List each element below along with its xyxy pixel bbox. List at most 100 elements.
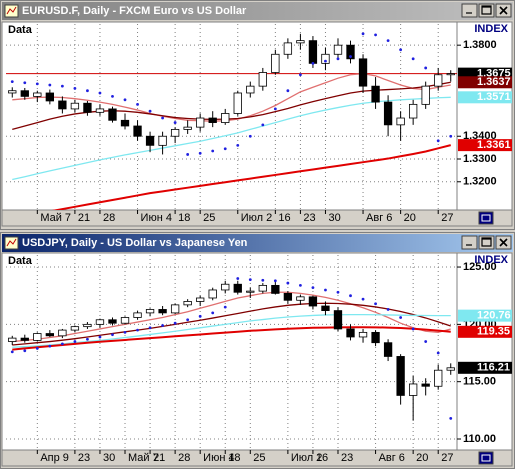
window-button[interactable] <box>461 235 478 250</box>
candle-body <box>434 74 443 87</box>
price-marker-label: 1.3361 <box>477 139 511 151</box>
candle-body <box>446 73 455 76</box>
sar-dot <box>349 55 352 58</box>
window-title: EURUSD.F, Daily - FXCM Euro vs US Dollar <box>22 5 247 17</box>
sar-dot <box>361 32 365 36</box>
window-button[interactable] <box>461 3 478 18</box>
candle-body <box>258 284 267 292</box>
sar-dot <box>336 290 340 294</box>
moving-average <box>12 313 451 348</box>
y-tick-label: 1.3300 <box>463 153 497 165</box>
data-label: Data <box>8 255 33 267</box>
candle-body <box>221 113 230 123</box>
candle-body <box>233 92 242 114</box>
x-tick-label: 16 <box>278 212 290 224</box>
candle-body <box>45 92 55 102</box>
sar-dot <box>10 80 14 83</box>
candle-body <box>271 53 280 73</box>
moving-average <box>12 72 451 122</box>
price-marker-label: 1.3571 <box>477 91 511 103</box>
sar-dot <box>449 416 453 420</box>
candle-body <box>95 108 105 113</box>
candle-body <box>33 333 42 341</box>
sar-dot <box>123 330 127 334</box>
button-glyph <box>481 5 492 15</box>
candle-body <box>183 126 192 130</box>
candle-body <box>133 312 142 318</box>
sar-dot <box>236 143 240 147</box>
y-tick-label: 1.3800 <box>463 39 497 51</box>
sar-dot <box>111 333 114 337</box>
sar-dot <box>161 324 164 327</box>
sar-dot <box>136 102 139 106</box>
sar-dot <box>311 286 315 290</box>
window-button[interactable] <box>495 3 512 18</box>
x-tick-label: 23 <box>341 452 353 464</box>
sar-dot <box>236 277 240 280</box>
sar-dot <box>286 281 290 285</box>
sar-dot <box>261 278 265 282</box>
candle-body <box>20 337 29 341</box>
candle-body <box>183 301 192 306</box>
y-tick-label: 125.00 <box>463 261 497 273</box>
candle-body <box>208 289 217 299</box>
x-tick-label: 25 <box>203 212 215 224</box>
sar-dot <box>148 109 152 113</box>
window-button[interactable] <box>495 235 512 250</box>
x-tick-label: Июл 2 <box>241 212 273 224</box>
sar-dot <box>35 82 39 86</box>
candle-body <box>133 125 142 137</box>
candle-body <box>196 117 205 128</box>
x-tick-label: 23 <box>78 452 90 464</box>
axis-label: INDEX <box>474 23 508 35</box>
window-button[interactable] <box>478 3 495 18</box>
scroll-button[interactable] <box>478 451 494 465</box>
sar-dot <box>48 83 52 87</box>
candle-body <box>208 117 217 123</box>
sar-dot <box>399 48 403 52</box>
scroll-button-glyph <box>481 214 491 222</box>
candle-body <box>108 319 117 324</box>
sar-dot <box>35 347 39 350</box>
candle-body <box>346 328 355 338</box>
x-tick-label: Апр 9 <box>40 452 69 464</box>
sar-dot <box>23 349 27 353</box>
candle-body <box>408 383 418 396</box>
candle-body <box>70 102 80 110</box>
sar-dot <box>324 59 327 63</box>
sar-dot <box>60 84 64 88</box>
x-tick-label: 20 <box>416 452 428 464</box>
x-tick-label: 21 <box>153 452 165 464</box>
scroll-button-glyph <box>481 454 491 462</box>
sar-dot <box>98 335 102 339</box>
candle-body <box>321 53 330 64</box>
x-tick-label: 18 <box>178 212 190 224</box>
time-axis <box>1 209 513 227</box>
button-face <box>461 3 478 18</box>
candle-body <box>58 100 67 110</box>
x-tick-label: 21 <box>78 212 90 224</box>
candle-body <box>271 284 280 294</box>
sar-dot <box>273 279 277 283</box>
scroll-button[interactable] <box>478 211 494 225</box>
plot-area <box>1 21 458 211</box>
window-button[interactable] <box>478 235 495 250</box>
sar-dot <box>386 308 390 311</box>
sar-dot <box>324 288 327 292</box>
candle-body <box>308 40 318 64</box>
candle-body <box>383 342 393 357</box>
candle-body <box>333 44 343 55</box>
data-label: Data <box>8 24 33 36</box>
price-marker-label: 1.3637 <box>477 76 511 88</box>
sar-dot <box>223 305 227 309</box>
x-tick-label: 20 <box>404 212 416 224</box>
candle-body <box>145 309 155 314</box>
moving-average <box>12 326 451 351</box>
price-marker-label: 116.21 <box>477 362 510 374</box>
sar-dot <box>136 328 139 332</box>
sar-dot <box>424 66 428 70</box>
sar-dot <box>223 147 227 151</box>
sar-dot <box>336 57 340 61</box>
candle-body <box>170 129 180 137</box>
